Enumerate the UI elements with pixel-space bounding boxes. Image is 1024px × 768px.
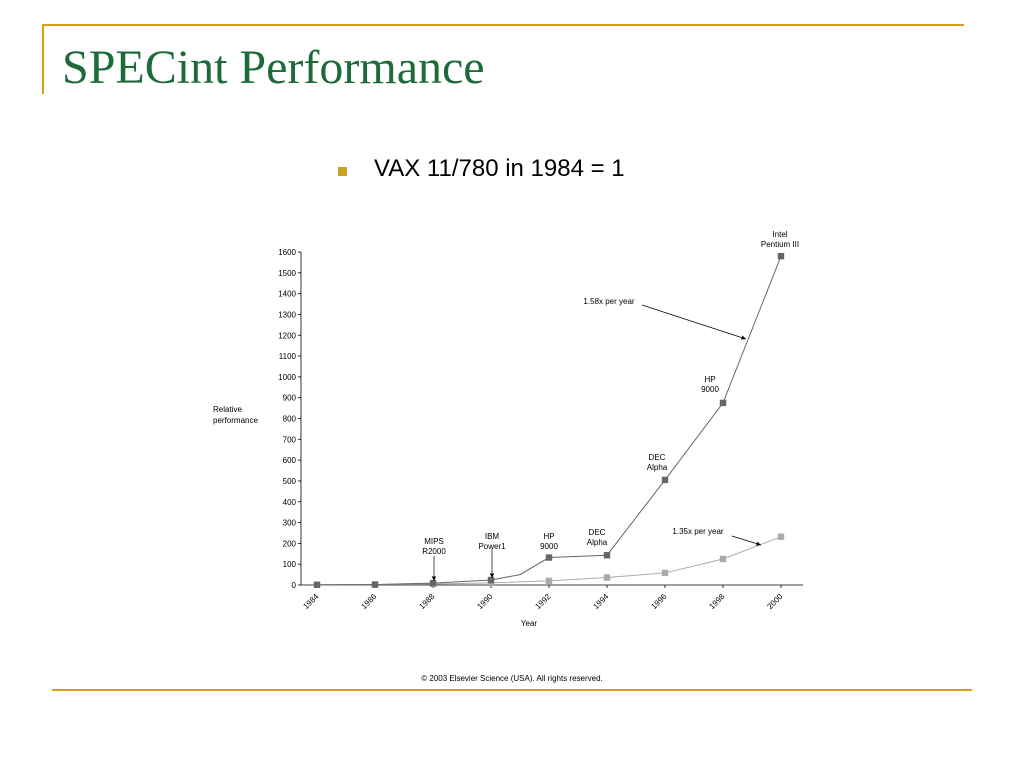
annotation-arrow-line (731, 535, 762, 546)
annotation-label: HP 9000 (540, 532, 558, 551)
y-tick-label: 1500 (278, 269, 296, 278)
slide-title: SPECint Performance (62, 41, 485, 94)
y-tick-label: 1400 (278, 290, 296, 299)
annotation-label: Intel Pentium III (761, 230, 799, 249)
y-tick-label: 900 (283, 394, 297, 403)
y-tick-label: 1000 (278, 373, 296, 382)
annotation-arrowhead (489, 573, 495, 578)
y-tick-label: 1100 (279, 352, 297, 361)
series-2-point (719, 555, 727, 563)
x-tick-label: 1990 (475, 592, 494, 611)
y-tick-label: 200 (283, 539, 297, 548)
y-tick-label: 0 (292, 581, 297, 590)
series-1-point (661, 476, 669, 484)
x-tick-label: 2000 (765, 592, 784, 611)
x-tick-label: 1992 (533, 592, 552, 611)
series-2-point (661, 569, 669, 577)
series-2-point (545, 577, 553, 585)
x-tick-label: 1988 (417, 592, 436, 611)
annotation-label: 1.58x per year (583, 297, 634, 306)
y-tick-label: 1300 (278, 310, 296, 319)
y-tick-label: 1200 (278, 331, 296, 340)
x-tick-label: 1996 (649, 592, 668, 611)
series-1-point (313, 581, 321, 588)
annotation-arrow-line (641, 304, 747, 340)
series-1-point (719, 399, 727, 407)
y-tick-label: 300 (283, 519, 297, 528)
x-tick-label: 1986 (359, 592, 378, 611)
bullet-text: VAX 11/780 in 1984 = 1 (374, 155, 625, 182)
annotation-label: IBM Power1 (478, 532, 506, 551)
y-tick-label: 100 (283, 560, 297, 569)
x-tick-label: 1984 (301, 592, 320, 611)
annotation-arrowhead (756, 541, 761, 546)
bullet-square-icon (338, 167, 347, 176)
y-tick-label: 800 (283, 415, 297, 424)
y-tick-label: 600 (283, 456, 297, 465)
series-1-point (429, 579, 437, 587)
series-1-line (316, 255, 782, 586)
top-rule (42, 24, 964, 26)
series-1-point (603, 552, 611, 559)
annotation-arrowhead (741, 335, 746, 340)
x-tick-label: 1998 (707, 592, 726, 611)
series-2-point (777, 533, 785, 540)
series-1-point (777, 252, 785, 260)
annotation-label: 1.35x per year (672, 527, 723, 536)
annotation-label: HP 9000 (701, 375, 719, 394)
series-1-point (371, 581, 379, 588)
series-1-point (487, 576, 495, 584)
y-tick-label: 700 (283, 435, 297, 444)
y-tick-label: 400 (283, 498, 297, 507)
y-tick-label: 500 (283, 477, 297, 486)
bottom-rule (52, 689, 972, 691)
x-axis-label: Year (521, 619, 538, 628)
annotation-label: DEC Alpha (647, 453, 668, 472)
annotation-label: DEC Alpha (587, 528, 608, 547)
x-tick-label: 1994 (591, 592, 610, 611)
annotation-arrowhead (431, 576, 437, 581)
y-axis-label: Relative performance (213, 405, 258, 425)
series-1-point (545, 554, 553, 561)
left-rule (42, 24, 44, 94)
annotation-label: MIPS R2000 (422, 537, 446, 556)
series-2-point (603, 574, 611, 581)
y-tick-label: 1600 (278, 248, 296, 257)
copyright-notice: © 2003 Elsevier Science (USA). All right… (421, 674, 603, 683)
